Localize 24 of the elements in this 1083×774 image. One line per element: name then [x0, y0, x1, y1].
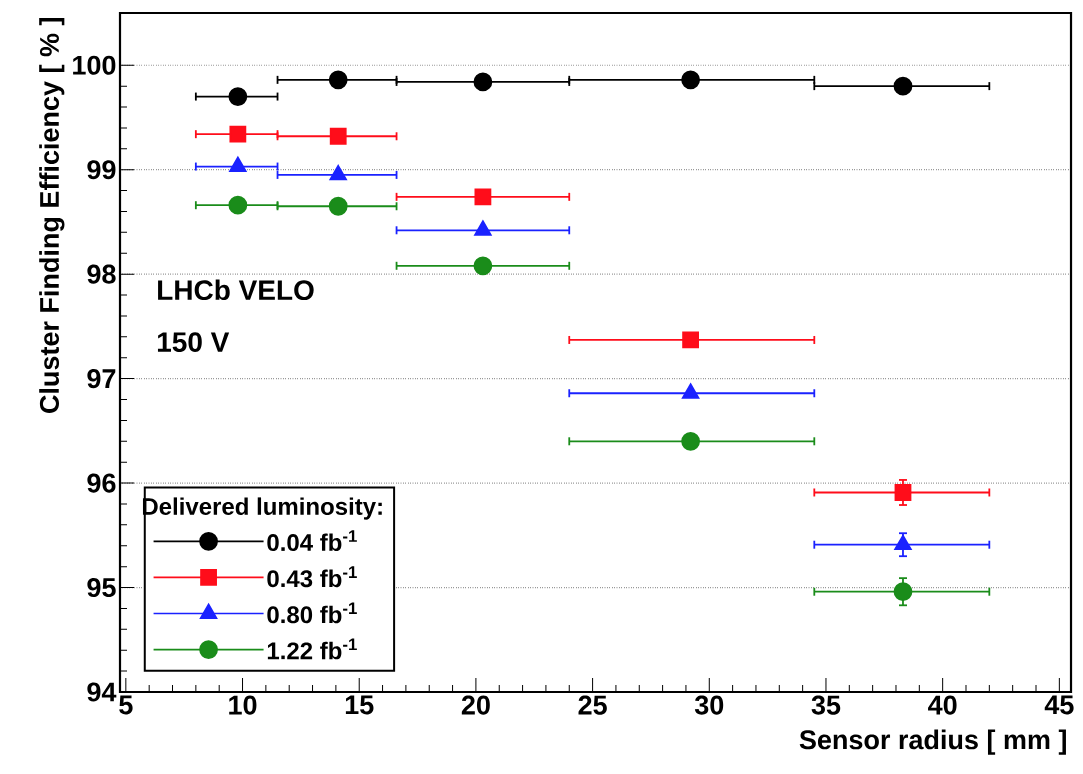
y-tick-label: 96	[87, 473, 116, 493]
annotation: 150 V	[157, 332, 230, 352]
x-tick-label: 5	[119, 695, 133, 715]
x-axis-title: Sensor radius [ mm ]	[799, 729, 1066, 755]
x-tick-label: 25	[578, 695, 607, 715]
y-tick-label: 100	[73, 55, 116, 75]
y-tick-label: 95	[87, 577, 116, 598]
legend-label: 0.43 fb$^{-1}$	[267, 566, 357, 588]
legend-label: 0.80 fb$^{-1}$	[267, 602, 357, 624]
y-tick-label: 97	[87, 369, 116, 389]
y-tick-label: 98	[87, 264, 116, 284]
x-tick-label: 10	[229, 695, 257, 715]
legend-label: 1.22 fb$^{-1}$	[267, 638, 357, 660]
x-tick-label: 20	[461, 695, 490, 715]
x-tick-label: 40	[928, 695, 957, 715]
x-tick-label: 45	[1044, 695, 1074, 715]
y-tick-label: 94	[87, 682, 117, 702]
y-axis-title: Cluster Finding Efficiency [ % ]	[39, 18, 65, 413]
x-tick-label: 30	[694, 695, 724, 715]
y-tick-label: 99	[87, 160, 116, 180]
annotation: LHCb VELO	[158, 279, 314, 301]
x-tick-label: 35	[811, 695, 841, 715]
legend-label: 0.04 fb$^{-1}$	[267, 530, 357, 552]
x-tick-label: 15	[345, 695, 374, 715]
